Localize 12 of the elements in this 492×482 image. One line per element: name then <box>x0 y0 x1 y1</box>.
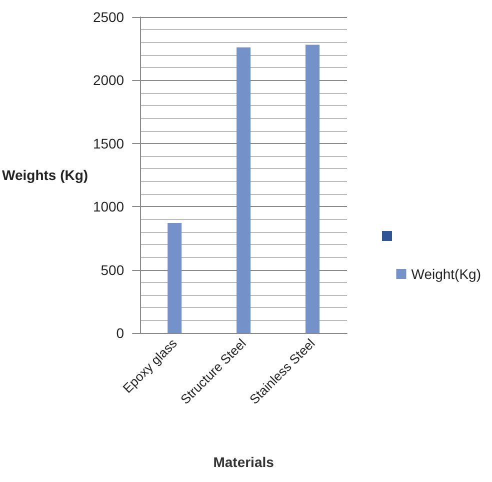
y-tick-label: 0 <box>116 325 124 341</box>
legend-label: Weight(Kg) <box>411 266 482 282</box>
y-tick-label: 1000 <box>92 198 124 215</box>
bar <box>168 223 182 333</box>
y-tick-label: 1500 <box>92 135 124 152</box>
bar <box>236 47 251 333</box>
y-axis-title: Weights (Kg) <box>2 167 88 183</box>
y-tick-label: 2000 <box>92 72 124 88</box>
y-tick-label: 500 <box>100 262 124 278</box>
x-axis-title: Materials <box>213 454 274 470</box>
bar <box>306 44 320 333</box>
y-tick-label: 2500 <box>92 9 124 25</box>
